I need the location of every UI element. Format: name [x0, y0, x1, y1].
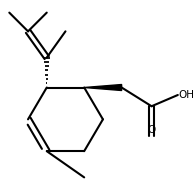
Polygon shape	[84, 85, 122, 90]
Text: O: O	[148, 125, 156, 135]
Text: OH: OH	[179, 90, 195, 100]
